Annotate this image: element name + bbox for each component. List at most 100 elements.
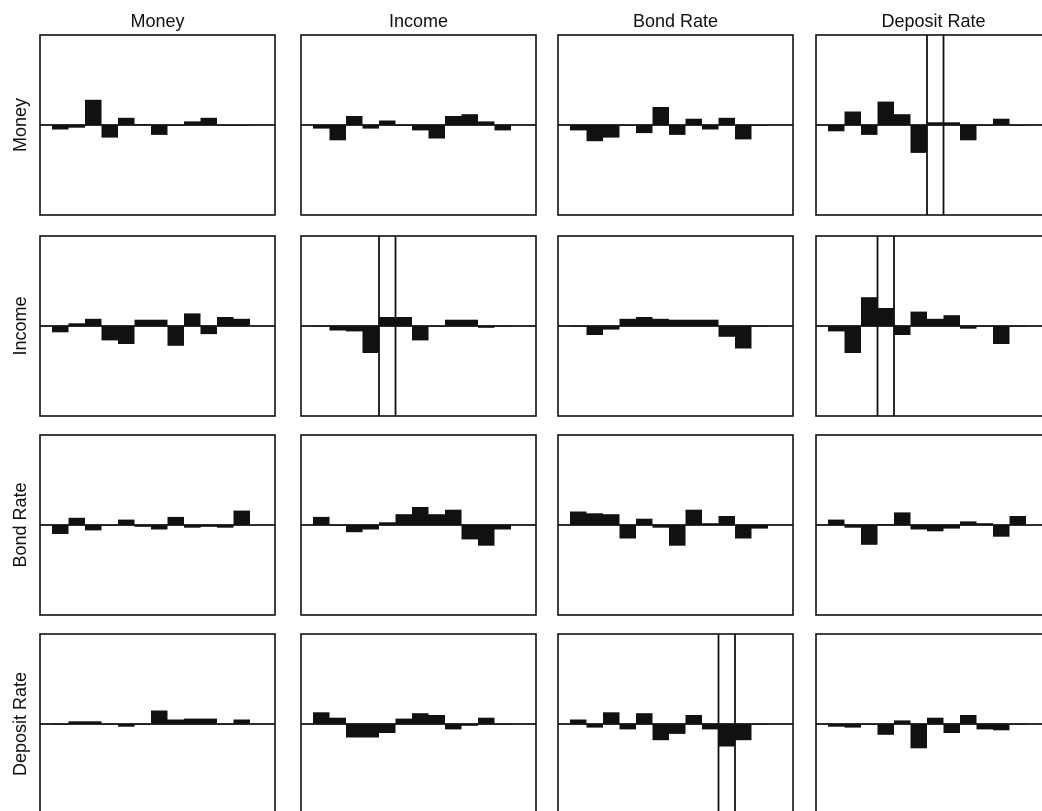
bar xyxy=(217,317,234,326)
bar xyxy=(478,326,495,328)
bar xyxy=(586,125,603,142)
bar xyxy=(636,518,653,525)
bar xyxy=(861,724,878,725)
bar xyxy=(844,111,861,125)
bar xyxy=(910,525,927,530)
bar xyxy=(603,514,620,525)
bar xyxy=(68,125,85,128)
bar xyxy=(669,125,686,135)
bar xyxy=(1009,125,1026,126)
bar xyxy=(943,315,960,326)
bar xyxy=(167,326,184,346)
bar xyxy=(362,724,379,738)
bar xyxy=(685,509,702,525)
bar xyxy=(461,114,478,125)
column-title-1: Income xyxy=(389,11,448,31)
bar xyxy=(735,326,752,349)
bar xyxy=(52,326,69,333)
bar xyxy=(960,521,977,525)
bar xyxy=(101,724,118,725)
bar xyxy=(976,523,993,525)
bar xyxy=(379,120,396,125)
bar xyxy=(652,107,669,125)
bar xyxy=(828,326,845,332)
bar xyxy=(735,525,752,539)
bar xyxy=(619,724,636,730)
bar xyxy=(976,724,993,730)
bar xyxy=(329,326,346,331)
bar xyxy=(1009,326,1026,327)
panel-2-3 xyxy=(815,434,1042,616)
bar xyxy=(346,525,363,533)
bar xyxy=(200,326,217,335)
bar xyxy=(217,525,234,528)
bar xyxy=(167,516,184,525)
bar xyxy=(134,319,151,326)
bar xyxy=(877,308,894,326)
bar xyxy=(101,525,118,526)
bar xyxy=(494,125,511,131)
bar xyxy=(395,125,412,126)
bar xyxy=(478,717,495,724)
bar xyxy=(993,525,1010,537)
bar xyxy=(993,724,1010,731)
bar xyxy=(461,525,478,540)
bar xyxy=(412,125,429,131)
bar xyxy=(233,719,250,724)
bar xyxy=(702,724,719,730)
bar xyxy=(412,507,429,525)
bar xyxy=(861,525,878,545)
bar xyxy=(151,710,168,724)
panel-3-0 xyxy=(39,633,276,811)
panel-3-2 xyxy=(557,633,794,811)
bar xyxy=(751,326,768,327)
bar xyxy=(233,318,250,326)
bar xyxy=(362,525,379,530)
bar xyxy=(329,717,346,724)
bar xyxy=(379,522,396,525)
bar xyxy=(751,724,768,725)
bar xyxy=(894,720,911,724)
panel-frame xyxy=(557,633,794,811)
panels xyxy=(39,34,1042,811)
bar xyxy=(735,125,752,140)
row-title-1: Income xyxy=(10,296,30,355)
bar xyxy=(603,326,620,330)
bar xyxy=(52,724,69,725)
bar xyxy=(828,125,845,132)
bar xyxy=(960,715,977,724)
bar xyxy=(828,519,845,525)
bar xyxy=(636,713,653,724)
panel-0-1 xyxy=(300,34,537,216)
bar xyxy=(619,525,636,539)
bar xyxy=(494,525,511,530)
bar xyxy=(861,297,878,326)
bar xyxy=(313,712,330,724)
bar xyxy=(960,125,977,141)
bar xyxy=(877,101,894,125)
bar xyxy=(894,326,911,335)
bar xyxy=(184,313,201,326)
bar xyxy=(718,516,735,525)
bar xyxy=(1009,724,1026,725)
bar xyxy=(927,318,944,326)
bar xyxy=(412,713,429,724)
bar xyxy=(134,525,151,527)
bar xyxy=(1009,516,1026,525)
bar xyxy=(118,117,135,125)
panel-0-2 xyxy=(557,34,794,216)
bar xyxy=(346,116,363,125)
bar xyxy=(134,724,151,725)
bar xyxy=(85,525,102,531)
bar xyxy=(943,525,960,529)
bar xyxy=(233,510,250,525)
bar xyxy=(167,125,184,126)
bar xyxy=(362,125,379,129)
bar xyxy=(993,326,1010,344)
bar xyxy=(702,125,719,130)
bar xyxy=(652,318,669,326)
bar xyxy=(68,721,85,724)
bar xyxy=(313,516,330,525)
bar xyxy=(702,523,719,525)
bar xyxy=(718,724,735,747)
